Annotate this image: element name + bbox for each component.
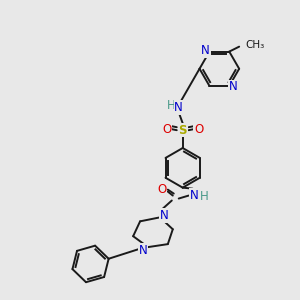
- Text: O: O: [162, 123, 172, 136]
- Text: O: O: [157, 183, 167, 196]
- Text: N: N: [229, 80, 238, 93]
- Text: N: N: [190, 189, 199, 202]
- Text: H: H: [167, 99, 175, 112]
- Text: H: H: [200, 190, 209, 203]
- Text: N: N: [139, 244, 147, 256]
- Text: S: S: [178, 124, 187, 137]
- Text: N: N: [160, 209, 168, 222]
- Text: N: N: [174, 101, 183, 114]
- Text: N: N: [201, 44, 210, 57]
- Text: O: O: [194, 123, 203, 136]
- Text: CH₃: CH₃: [245, 40, 264, 50]
